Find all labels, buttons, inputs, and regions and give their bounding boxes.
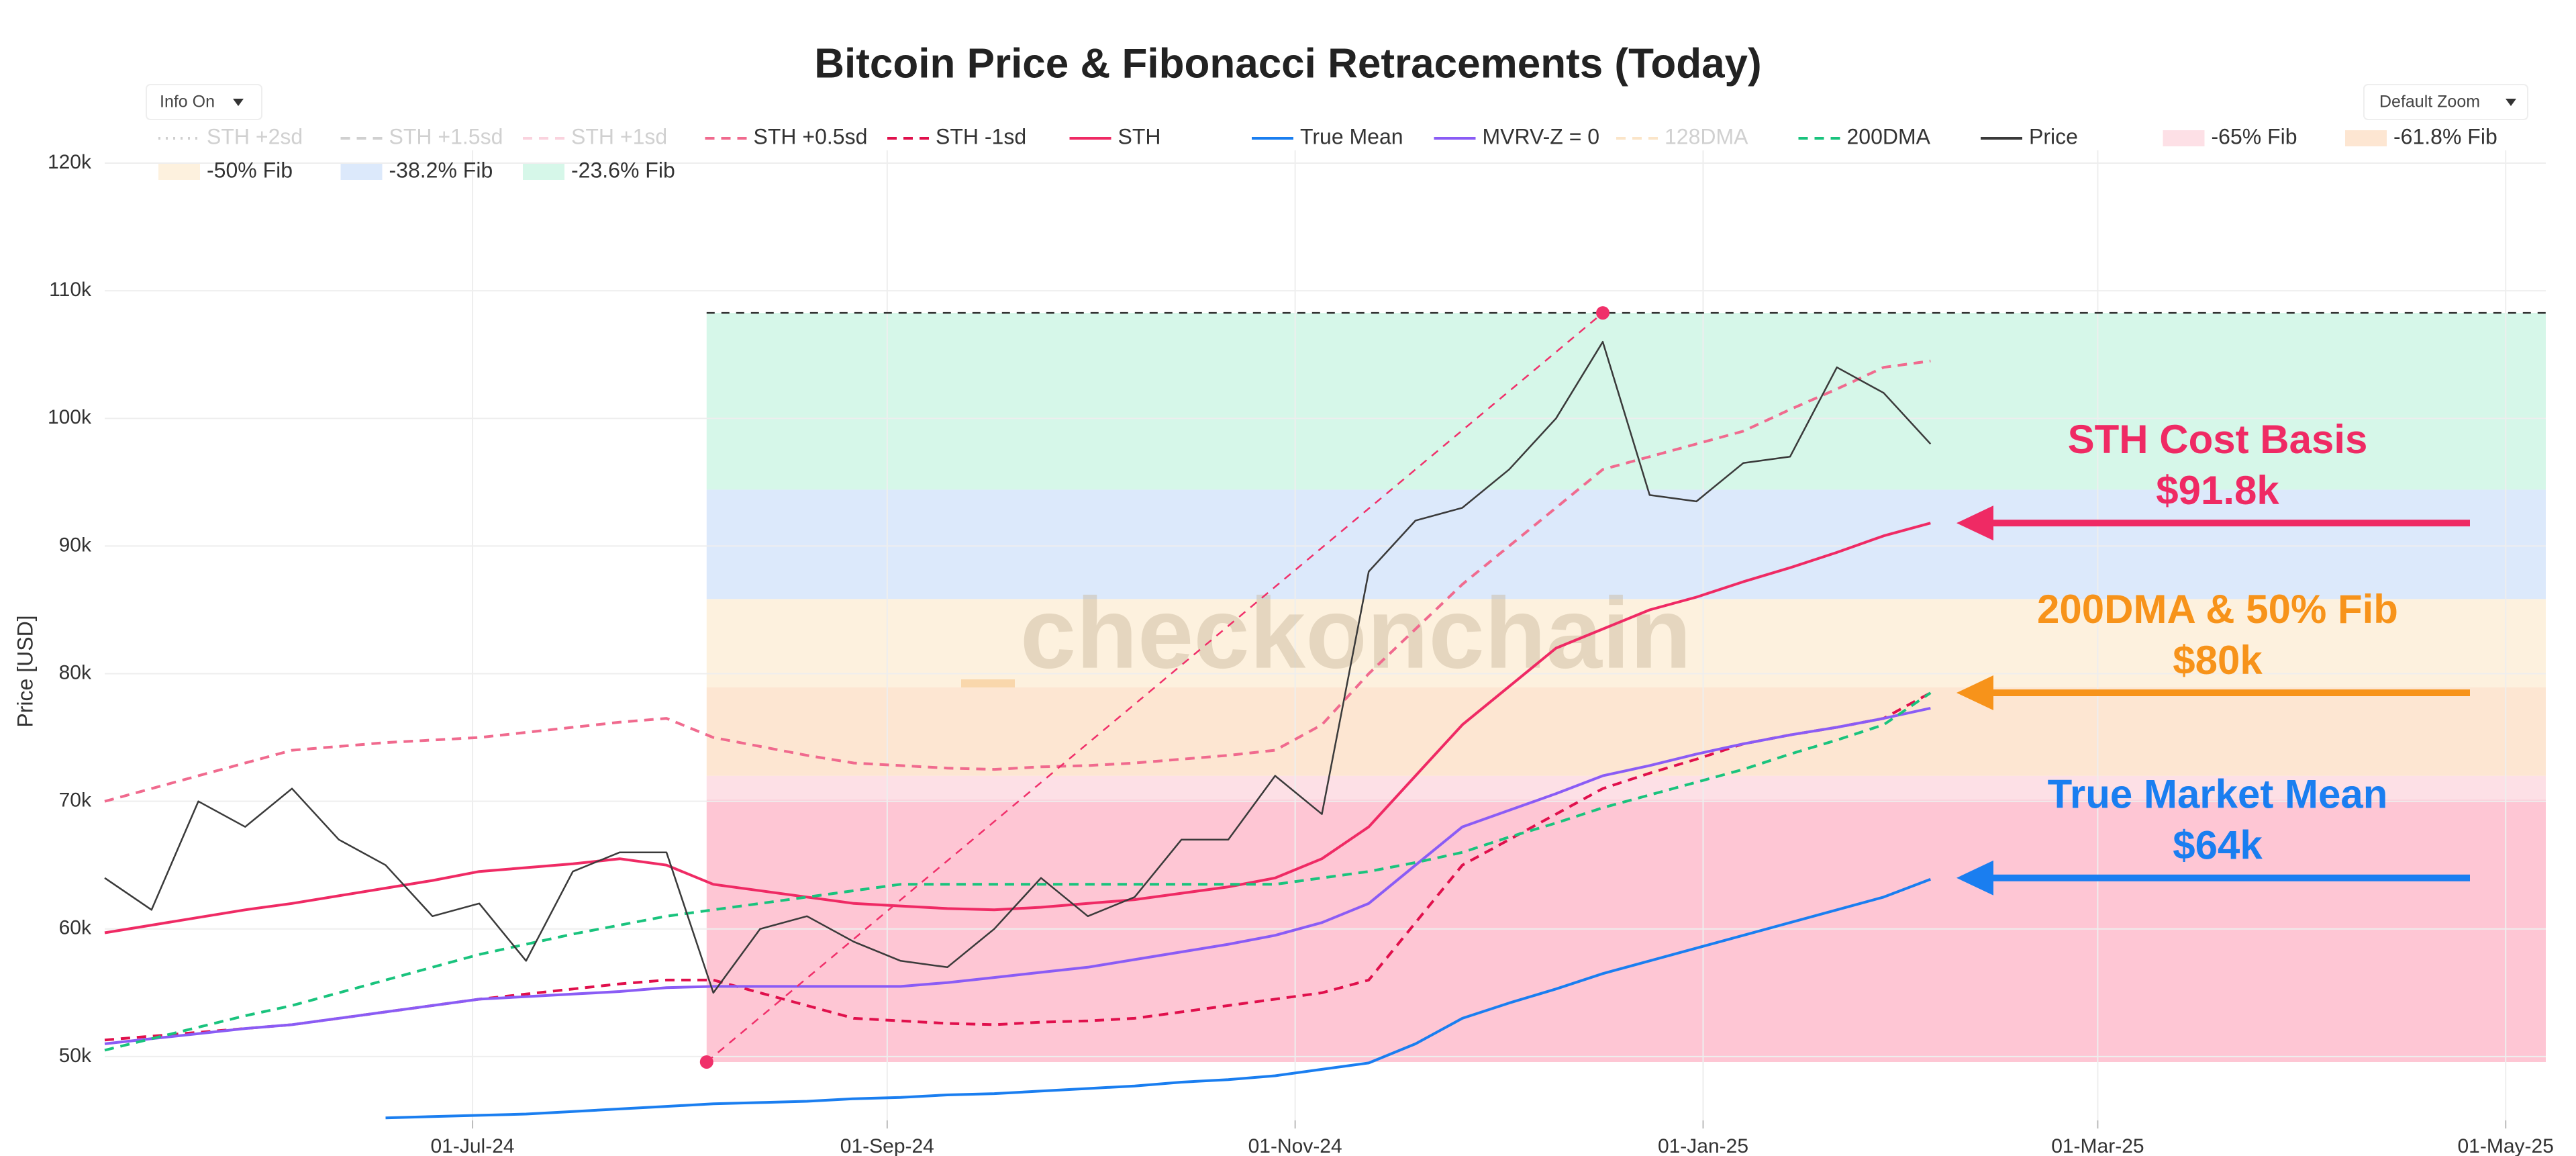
fib-band (706, 800, 2546, 1062)
y-axis-title: Price [USD] (13, 615, 37, 727)
x-tick-label: 01-May-25 (2458, 1135, 2554, 1156)
legend-label: STH +2sd (207, 124, 303, 148)
annotation-text: $91.8k (2156, 468, 2279, 513)
info-box[interactable] (146, 84, 262, 120)
legend-swatch (2345, 130, 2387, 146)
legend-item[interactable]: STH +1sd (523, 124, 667, 148)
series-line (104, 691, 1932, 1052)
legend-label: Price (2029, 124, 2078, 148)
legend-item[interactable]: -38.2% Fib (340, 158, 493, 182)
legend-item[interactable]: STH -1sd (887, 124, 1026, 148)
legend-item[interactable]: -65% Fib (2163, 124, 2297, 148)
zoom-caret (2506, 99, 2516, 106)
series-line (385, 877, 1932, 1120)
legend-label: 200DMA (1847, 124, 1931, 148)
x-tick-label: 01-Jul-24 (431, 1135, 515, 1156)
legend-label: STH -1sd (936, 124, 1026, 148)
axes: 50k 60k 70k 80k 90k 100k 110k 120k 01-Jul-24 01-S… (48, 151, 2554, 1156)
series-line (104, 359, 1931, 803)
legend-item[interactable]: True Mean (1252, 124, 1403, 148)
legend-swatch (340, 164, 383, 180)
fib-band (706, 687, 2546, 776)
watermark: checkonchain (1020, 577, 1691, 689)
arrow-head (1956, 860, 1993, 896)
legend-item[interactable]: STH (1069, 124, 1161, 148)
legend: STH +2sd STH +1.5sd STH +1sd STH +0.5sd STH … (158, 124, 2497, 182)
y-tick-label: 60k (59, 917, 92, 939)
extreme-point (1596, 306, 1610, 320)
legend-item[interactable]: -50% Fib (158, 158, 293, 182)
zoom-dropdown[interactable]: Default Zoom (2363, 84, 2528, 120)
legend-item[interactable]: STH +1.5sd (340, 124, 503, 148)
legend-swatch (523, 164, 564, 180)
legend-label: 128DMA (1665, 124, 1748, 148)
chart-title: Bitcoin Price & Fibonacci Retracements (… (814, 40, 1761, 87)
info-dropdown[interactable]: Info On (146, 84, 262, 120)
legend-label: True Mean (1300, 124, 1403, 148)
legend-label: STH +1sd (571, 124, 667, 148)
legend-label: STH +1.5sd (389, 124, 503, 148)
legend-item[interactable]: STH +0.5sd (705, 124, 868, 148)
arrow-head (1956, 505, 1993, 541)
info-caret (233, 99, 244, 106)
series-lines (104, 340, 1932, 1120)
annotation-text: STH Cost Basis (2068, 417, 2368, 462)
overlay: STH Cost Basis $91.8k 200DMA & 50% Fib $80k… (699, 306, 2546, 1069)
legend-label: STH (1118, 124, 1161, 148)
legend-label: STH +0.5sd (754, 124, 868, 148)
series-line (104, 691, 1932, 1042)
legend-item[interactable]: 200DMA (1798, 124, 1931, 148)
x-tick-label: 01-Jan-25 (1658, 1135, 1748, 1156)
y-tick-label: 80k (59, 661, 92, 683)
annotation-text: 200DMA & 50% Fib (2037, 587, 2398, 632)
fib-band (706, 313, 2546, 490)
legend-item[interactable]: MVRV-Z = 0 (1434, 124, 1600, 148)
legend-item[interactable]: -61.8% Fib (2345, 124, 2497, 148)
legend-swatch (158, 164, 200, 180)
info-label[interactable]: Info On (160, 93, 215, 111)
watermark-logo (961, 679, 1015, 687)
legend-item[interactable]: STH +2sd (158, 124, 303, 148)
grid (105, 150, 2546, 1120)
retracement-diagonal (705, 312, 1603, 1063)
legend-label: MVRV-Z = 0 (1483, 124, 1600, 148)
x-tick-label: 01-Nov-24 (1248, 1135, 1342, 1156)
legend-item[interactable]: -23.6% Fib (523, 158, 675, 182)
legend-label: -65% Fib (2212, 124, 2297, 148)
fib-bands (706, 313, 2546, 1062)
series-line (104, 706, 1931, 1045)
fib-band (706, 775, 2546, 800)
y-tick-label: 90k (59, 534, 92, 556)
zoom-box[interactable] (2363, 84, 2528, 120)
fib-band (706, 599, 2546, 688)
fib-band (706, 489, 2546, 599)
y-tick-label: 120k (48, 151, 92, 173)
annotation-text: True Market Mean (2048, 772, 2388, 817)
legend-item[interactable]: 128DMA (1616, 124, 1748, 148)
extreme-point (699, 1055, 713, 1069)
legend-label: -23.6% Fib (571, 158, 675, 182)
y-tick-label: 70k (59, 789, 92, 812)
legend-label: -38.2% Fib (389, 158, 493, 182)
zoom-label[interactable]: Default Zoom (2379, 93, 2480, 111)
legend-swatch (2163, 130, 2205, 146)
series-line (104, 340, 1932, 994)
arrow-head (1956, 675, 1993, 711)
y-tick-label: 100k (48, 406, 92, 428)
y-tick-label: 50k (59, 1045, 92, 1067)
legend-label: -61.8% Fib (2393, 124, 2497, 148)
x-tick-label: 01-Sep-24 (840, 1135, 934, 1156)
y-tick-label: 110k (49, 279, 92, 301)
legend-label: -50% Fib (207, 158, 293, 182)
x-tick-label: 01-Mar-25 (2051, 1135, 2144, 1156)
legend-item[interactable]: Price (1981, 124, 2078, 148)
series-line (104, 522, 1931, 934)
annotation-text: $80k (2173, 638, 2263, 683)
annotation-text: $64k (2173, 823, 2263, 868)
